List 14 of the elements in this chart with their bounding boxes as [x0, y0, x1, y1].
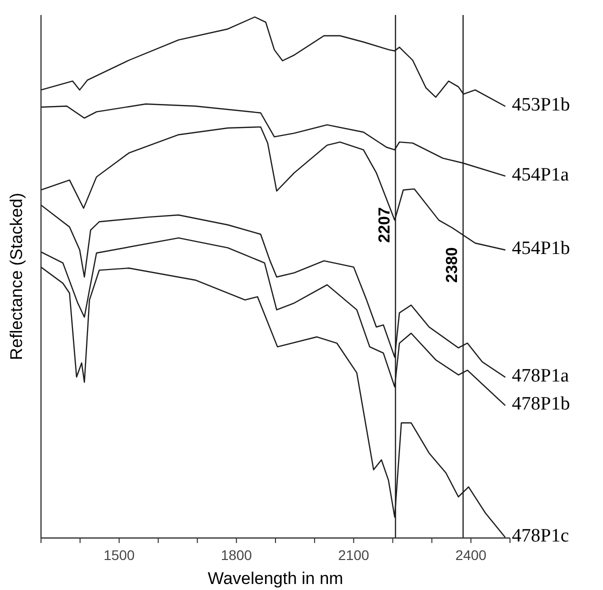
- ref-line-label: 2207: [376, 207, 394, 243]
- series-label: 478P1b: [512, 394, 570, 415]
- x-tick-label: 1800: [220, 547, 252, 563]
- x-tick-label: 2100: [338, 547, 370, 563]
- series-label: 478P1a: [512, 365, 570, 386]
- ref-line-label: 2380: [444, 247, 462, 283]
- y-axis-title: Reflectance (Stacked): [7, 192, 26, 360]
- series-label: 454P1a: [512, 164, 570, 186]
- series-label: 454P1b: [512, 238, 570, 260]
- x-axis-title: Wavelength in nm: [208, 569, 344, 588]
- x-tick-label: 1500: [104, 547, 135, 563]
- series-label: 478P1c: [512, 525, 569, 546]
- x-tick-label: 2400: [455, 547, 487, 563]
- series-label: 453P1b: [512, 94, 570, 116]
